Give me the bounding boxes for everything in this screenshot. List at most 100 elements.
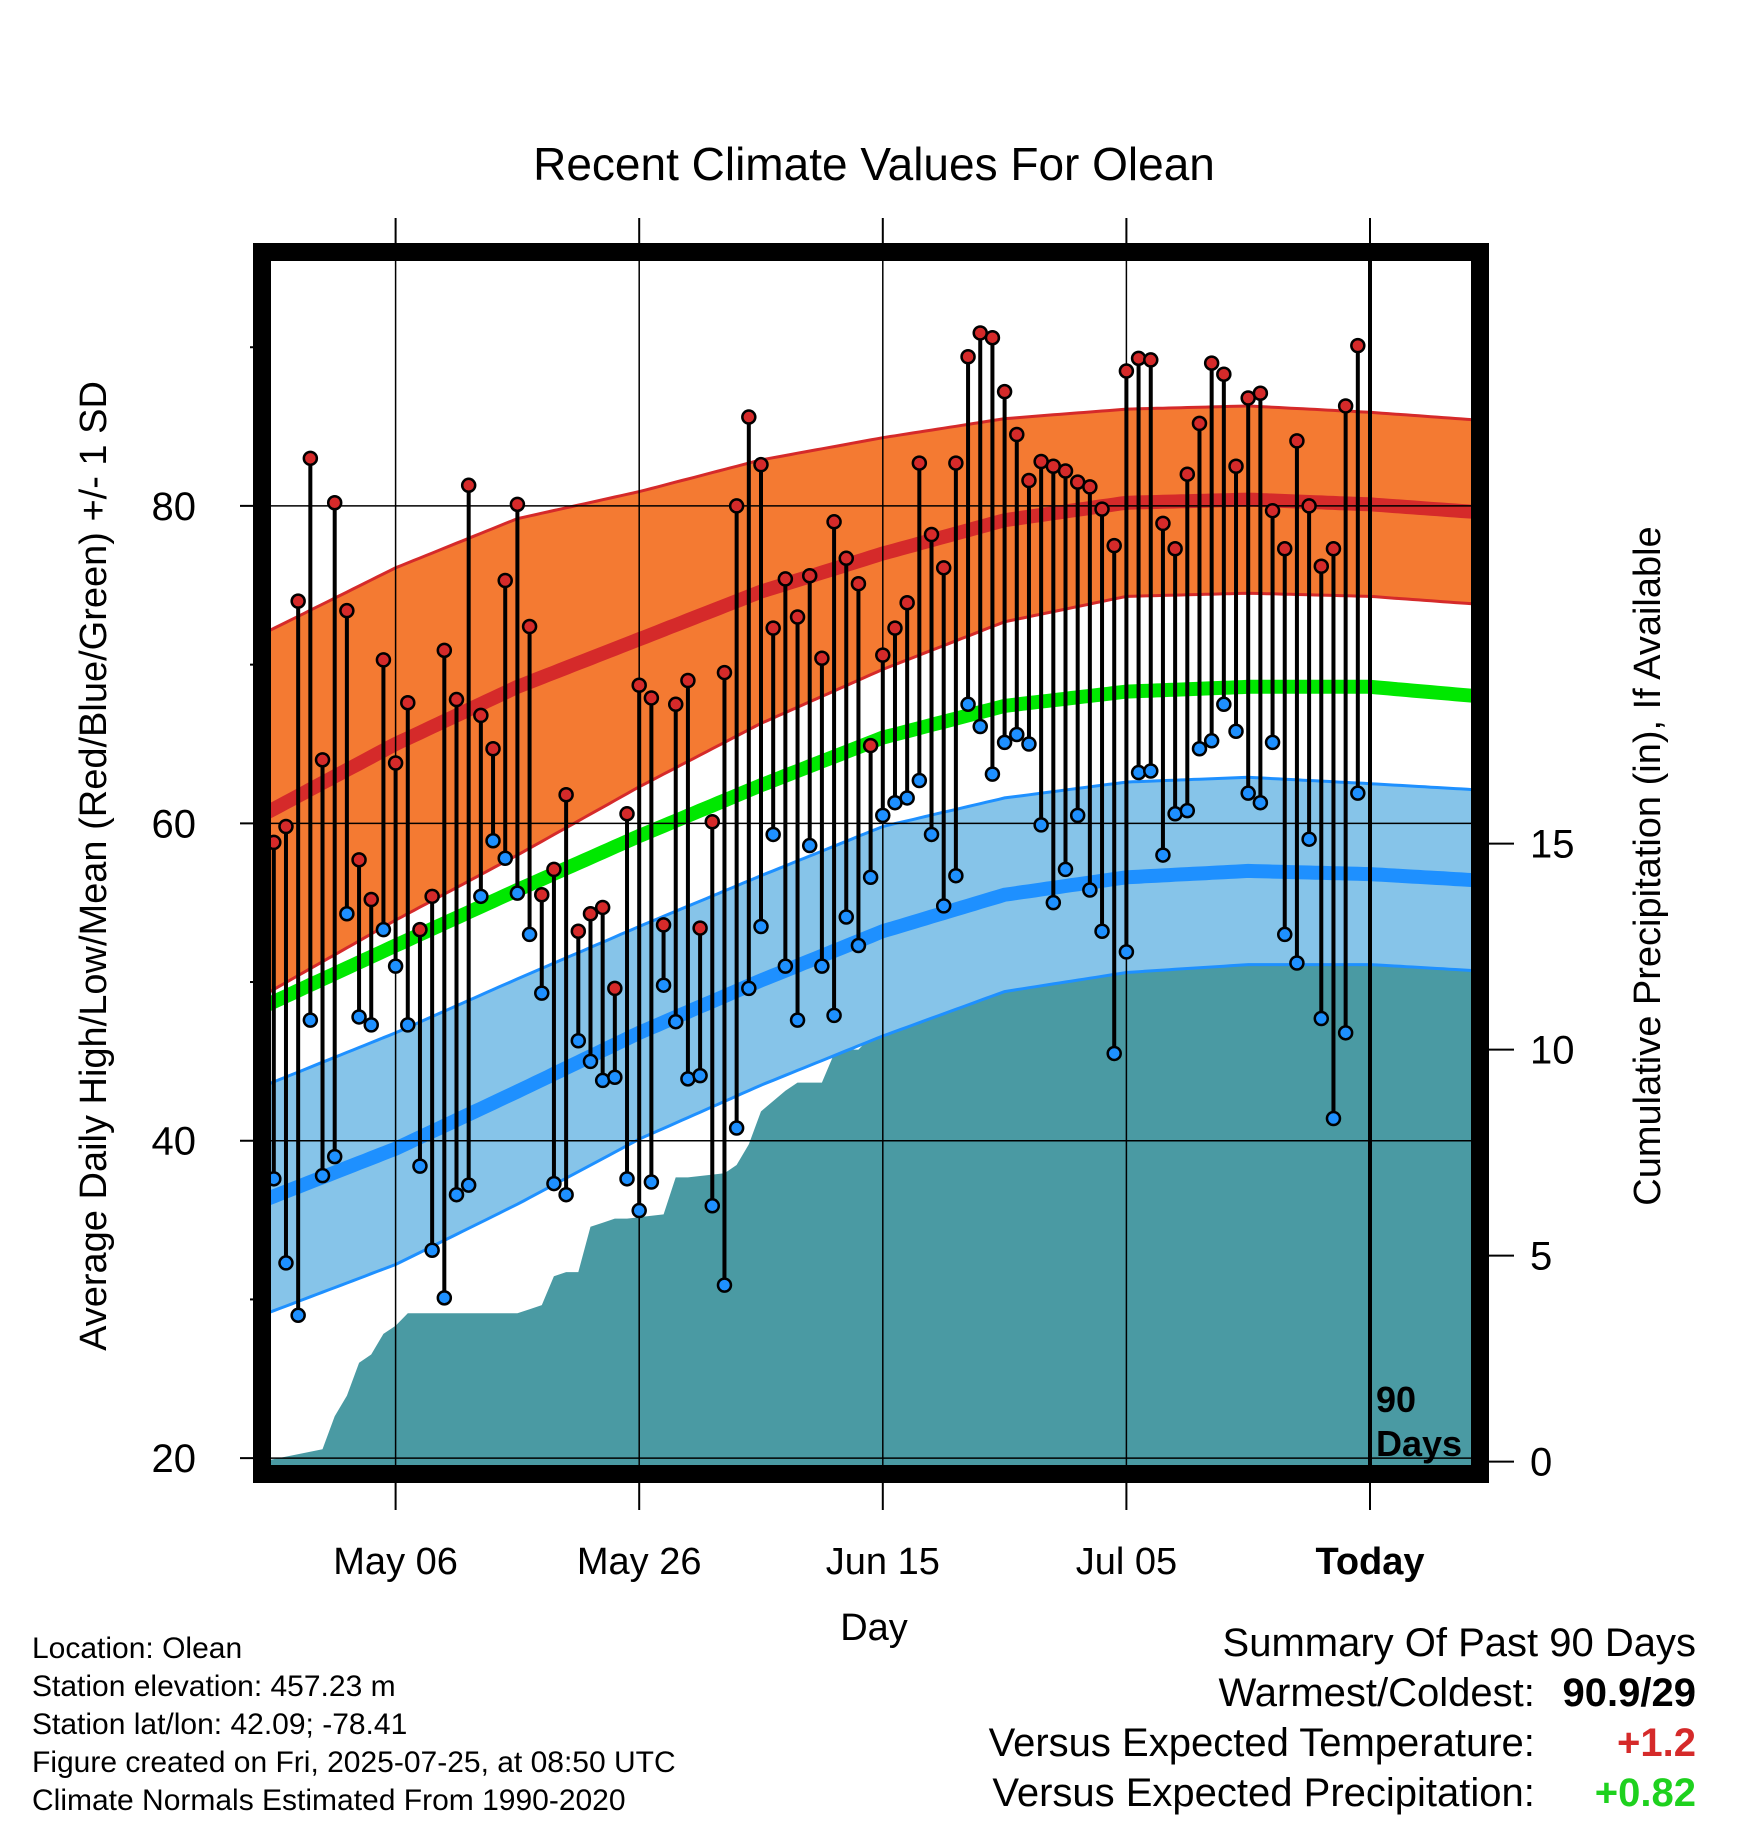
daily-low-point bbox=[996, 734, 1013, 751]
low-sd-band bbox=[262, 777, 1480, 1316]
daily-high-point bbox=[1228, 458, 1244, 475]
daily-low-point bbox=[1057, 861, 1074, 878]
daily-low-point bbox=[290, 1307, 306, 1324]
daily-low-point bbox=[582, 1053, 599, 1070]
x-tick-label: May 26 bbox=[577, 1541, 702, 1583]
daily-high-point bbox=[1057, 463, 1074, 479]
summary-heading: Summary Of Past 90 Days bbox=[1222, 1621, 1696, 1665]
daily-high-point bbox=[850, 575, 867, 592]
daily-high-point bbox=[984, 329, 1001, 346]
daily-low-point bbox=[1240, 785, 1256, 801]
daily-low-point bbox=[1167, 806, 1183, 822]
daily-low-point bbox=[1276, 926, 1293, 943]
daily-high-point bbox=[570, 923, 587, 939]
daily-low-point bbox=[1106, 1045, 1122, 1062]
daily-low-point bbox=[436, 1290, 453, 1306]
summary-precipitation: Versus Expected Precipitation: +0.82 bbox=[989, 1768, 1696, 1818]
daily-high-point bbox=[789, 609, 806, 625]
x-tick-label: Jun 15 bbox=[826, 1541, 940, 1583]
daily-high-point bbox=[363, 891, 379, 908]
daily-high-point bbox=[387, 755, 404, 771]
today-marker-label-line1: 90 bbox=[1376, 1379, 1416, 1420]
daily-low-point bbox=[485, 833, 501, 849]
daily-high-point bbox=[692, 920, 708, 936]
daily-high-point bbox=[1337, 398, 1354, 414]
daily-high-point bbox=[862, 737, 879, 754]
daily-low-point bbox=[1216, 696, 1232, 713]
daily-low-point bbox=[789, 1012, 806, 1028]
daily-high-point bbox=[619, 806, 635, 822]
daily-high-point bbox=[290, 593, 306, 609]
daily-low-point bbox=[899, 790, 915, 806]
summary-panel: Summary Of Past 90 Days Warmest/Coldest:… bbox=[989, 1618, 1696, 1818]
daily-high-point bbox=[1252, 385, 1269, 402]
daily-low-point bbox=[1179, 802, 1196, 819]
axes: 20 40 60 80 0 5 10 15 May 06 May 26 Jun 15 Jul 05 To… bbox=[152, 218, 1575, 1583]
daily-high-point bbox=[1313, 558, 1330, 574]
daily-low-point bbox=[1289, 955, 1305, 971]
daily-high-point bbox=[448, 691, 465, 708]
today-marker-label-line2: Days bbox=[1376, 1423, 1462, 1464]
daily-low-point bbox=[948, 867, 964, 884]
daily-high-point bbox=[680, 672, 696, 689]
daily-low-point bbox=[1313, 1010, 1330, 1027]
daily-low-point bbox=[460, 1177, 477, 1193]
daily-low-point bbox=[1228, 723, 1244, 740]
y2-tick-label: 10 bbox=[1530, 1029, 1575, 1073]
daily-low-point bbox=[838, 909, 855, 925]
daily-high-point bbox=[521, 618, 538, 635]
daily-high-point bbox=[1350, 337, 1366, 354]
daily-high-point bbox=[1289, 433, 1305, 449]
daily-high-point bbox=[1106, 537, 1122, 554]
daily-high-point bbox=[655, 917, 672, 933]
daily-high-point bbox=[899, 594, 915, 611]
daily-high-point bbox=[1325, 541, 1342, 557]
precipitation-label: Versus Expected Precipitation: bbox=[992, 1771, 1535, 1815]
daily-high-point bbox=[667, 696, 684, 713]
y-tick-label: 20 bbox=[152, 1437, 197, 1481]
daily-low-point bbox=[448, 1186, 465, 1203]
daily-low-point bbox=[1301, 831, 1317, 847]
daily-high-point bbox=[473, 707, 489, 724]
daily-low-point bbox=[850, 937, 867, 954]
daily-high-point bbox=[948, 455, 964, 471]
daily-high-point bbox=[716, 664, 733, 681]
daily-low-point bbox=[777, 958, 794, 974]
daily-low-point bbox=[473, 888, 489, 905]
warmest-coldest-value: 90.9/29 bbox=[1562, 1671, 1696, 1715]
daily-low-point bbox=[692, 1067, 708, 1084]
daily-high-point bbox=[1191, 415, 1208, 432]
summary-temperature: Versus Expected Temperature: +1.2 bbox=[989, 1718, 1696, 1768]
daily-low-point bbox=[1191, 740, 1208, 757]
low-lower-edge bbox=[262, 963, 1480, 1317]
daily-high-point bbox=[1264, 502, 1281, 519]
daily-low-point bbox=[619, 1171, 635, 1187]
daily-high-point bbox=[400, 694, 416, 711]
chart-title: Recent Climate Values For Olean bbox=[533, 138, 1215, 190]
daily-high-point bbox=[1179, 466, 1196, 482]
daily-high-point bbox=[424, 888, 440, 905]
daily-low-point bbox=[278, 1255, 294, 1271]
temperature-label: Versus Expected Temperature: bbox=[988, 1721, 1535, 1765]
daily-low-point bbox=[1021, 736, 1037, 752]
daily-high-point bbox=[935, 560, 952, 576]
daily-low-point bbox=[1155, 847, 1171, 863]
daily-low-point bbox=[1045, 894, 1062, 911]
daily-high-point bbox=[339, 602, 355, 619]
daily-low-point bbox=[1082, 882, 1098, 898]
daily-low-point bbox=[521, 926, 538, 943]
daily-high-point bbox=[801, 568, 818, 584]
daily-high-point bbox=[460, 477, 477, 494]
daily-low-point bbox=[363, 1017, 379, 1033]
daily-high-point bbox=[1167, 541, 1183, 557]
y2-tick-label: 5 bbox=[1530, 1235, 1552, 1279]
y2-axis-label: Cumulative Precipitation (in), If Availa… bbox=[1627, 526, 1669, 1205]
daily-high-point bbox=[1082, 479, 1098, 495]
daily-low-point bbox=[716, 1277, 733, 1293]
elevation-text: Station elevation: 457.23 m bbox=[32, 1670, 396, 1703]
daily-low-point bbox=[1094, 923, 1110, 939]
x-axis-label: Day bbox=[840, 1607, 908, 1649]
daily-high-point bbox=[826, 514, 842, 530]
daily-high-point bbox=[278, 818, 294, 835]
daily-high-point bbox=[923, 526, 940, 543]
